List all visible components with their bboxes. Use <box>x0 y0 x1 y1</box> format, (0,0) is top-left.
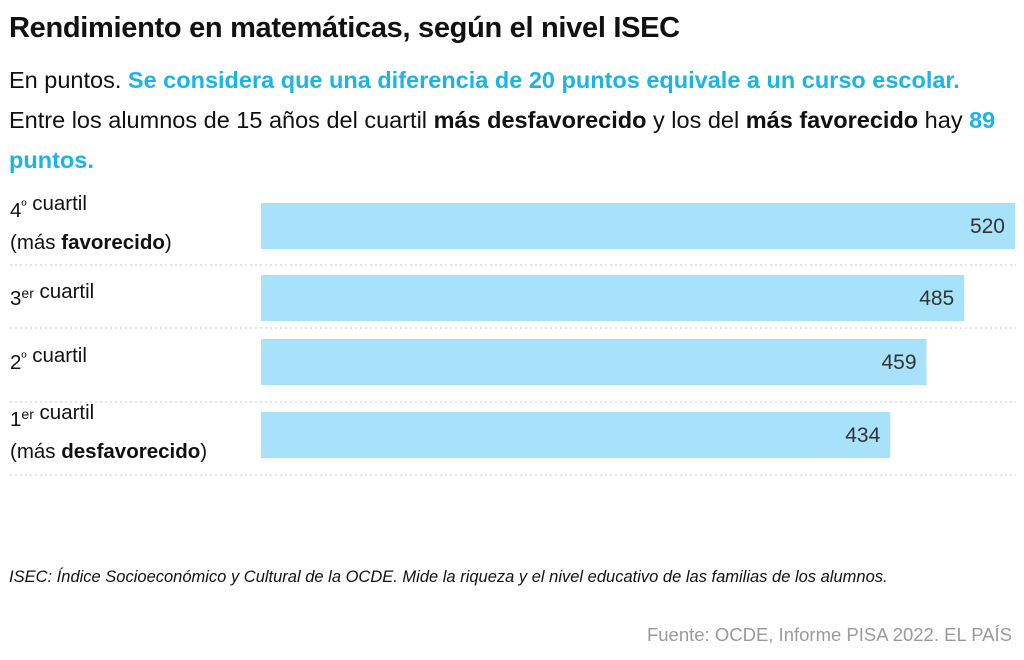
category-label: 2º cuartil <box>10 344 87 374</box>
subtitle-highlight-points: 89 puntos. <box>9 107 996 173</box>
bar-value-label: 459 <box>882 351 917 374</box>
subtitle-units: En puntos. <box>9 67 128 93</box>
category-label: (más favorecido) <box>10 231 172 254</box>
category-label: 3er cuartil <box>10 280 94 310</box>
bar-chart: 520 4º cuartil (más favorecido) 485 3er cuar… <box>10 192 1016 476</box>
bar-2 <box>261 275 965 321</box>
chart-title: Rendimiento en matemáticas, según el niv… <box>9 12 680 44</box>
footnote: ISEC: Índice Socioeconómico y Cultural d… <box>9 568 888 586</box>
subtitle-text-2: y los del <box>646 107 746 133</box>
bar-4 <box>261 412 891 458</box>
subtitle-text-1: Entre los alumnos de 15 años del cuartil <box>9 107 434 133</box>
source-credit: Fuente: OCDE, Informe PISA 2022. EL PAÍS <box>646 624 1012 645</box>
bar-3 <box>261 339 927 385</box>
bar-value-label: 434 <box>845 424 880 447</box>
bar-1 <box>261 203 1015 249</box>
subtitle-highlight-course: Se considera que una diferencia de 20 pu… <box>127 67 960 93</box>
category-label: (más desfavorecido) <box>10 440 207 463</box>
subtitle-text-3: hay <box>918 107 970 133</box>
subtitle-bold-disadvantaged: más desfavorecido <box>433 107 647 133</box>
category-label: 4º cuartil <box>10 192 87 222</box>
subtitle-bold-advantaged: más favorecido <box>745 107 919 133</box>
chart-subtitle: En puntos. Se considera que una diferenc… <box>9 60 1009 180</box>
bar-value-label: 485 <box>919 287 954 310</box>
category-label: 1er cuartil <box>10 401 94 431</box>
bar-value-label: 520 <box>970 215 1005 238</box>
